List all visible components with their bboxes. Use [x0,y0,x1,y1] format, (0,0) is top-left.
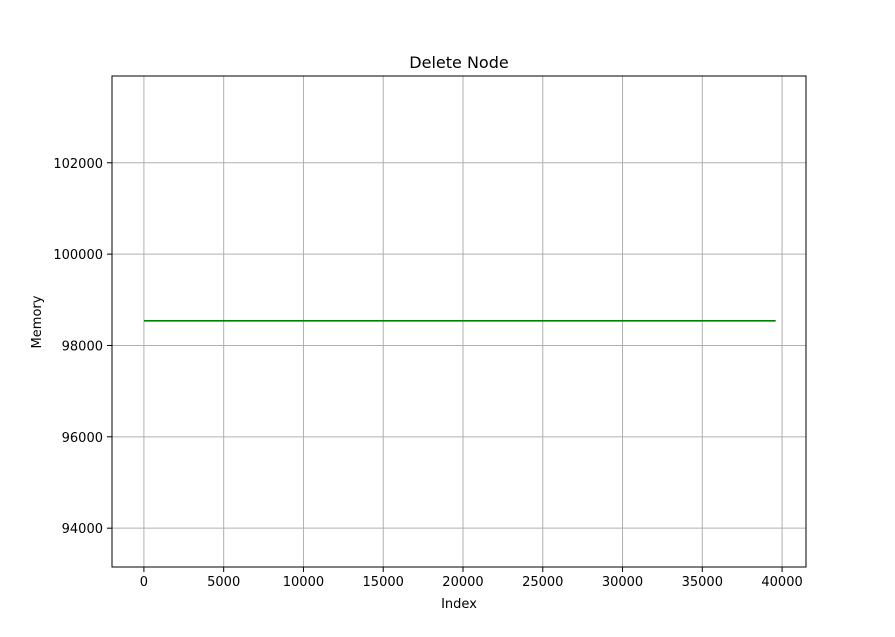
x-tick-label: 35000 [682,575,723,590]
chart-title: Delete Node [409,53,508,72]
x-tick-label: 40000 [761,575,802,590]
x-tick-label: 30000 [602,575,643,590]
x-axis-label: Index [441,597,477,612]
y-tick-label: 98000 [62,339,103,354]
y-tick-label: 100000 [53,248,103,263]
x-tick-label: 0 [140,575,148,590]
x-tick-label: 20000 [442,575,483,590]
x-tick-label: 10000 [283,575,324,590]
plot-frame [111,75,807,568]
x-tick-label: 15000 [363,575,404,590]
y-tick-label: 94000 [62,522,103,537]
y-axis-label: Memory [30,295,45,348]
x-tick-label: 25000 [522,575,563,590]
axis-ticks: 0 5000 10000 15000 20000 25000 30000 35000 40000… [53,157,802,590]
y-tick-label: 96000 [62,431,103,446]
x-tick-label: 5000 [207,575,240,590]
y-tick-label: 102000 [53,157,103,172]
